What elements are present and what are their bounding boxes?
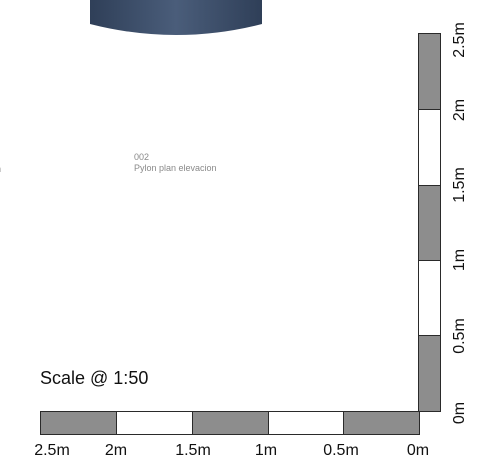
scale-segment [418, 185, 441, 262]
drawing-number: 002 [134, 152, 150, 162]
scale-segment [268, 411, 345, 435]
scale-segment [418, 335, 441, 412]
v-tick-label: 2.5m [451, 22, 468, 58]
vertical-scale-bar [418, 33, 441, 412]
h-tick-label: 2.5m [34, 442, 70, 459]
scale-segment [418, 109, 441, 186]
scale-segment [343, 411, 420, 435]
cropped-label: n [0, 164, 1, 175]
h-tick-label: 1.5m [175, 442, 211, 459]
v-tick-label: 1.5m [451, 167, 468, 203]
drawing-reference: 002 Pylon plan elevacion [134, 152, 217, 174]
scale-segment [192, 411, 269, 435]
h-tick-label: 0m [406, 442, 430, 459]
scale-segment [116, 411, 193, 435]
h-tick-label: 0.5m [323, 442, 359, 459]
v-tick-label: 1m [451, 248, 468, 272]
v-tick-label: 2m [451, 98, 468, 122]
scale-segment [418, 260, 441, 337]
h-tick-label: 2m [104, 442, 128, 459]
v-tick-label: 0m [451, 401, 468, 425]
h-tick-label: 1m [254, 442, 278, 459]
drawing-title: Pylon plan elevacion [134, 163, 217, 173]
v-tick-label: 0.5m [451, 318, 468, 354]
scale-label: Scale @ 1:50 [40, 368, 149, 388]
horizontal-scale-bar [40, 411, 420, 435]
scale-segment [40, 411, 117, 435]
scale-segment [418, 33, 441, 110]
pylon-shape [90, 0, 262, 35]
